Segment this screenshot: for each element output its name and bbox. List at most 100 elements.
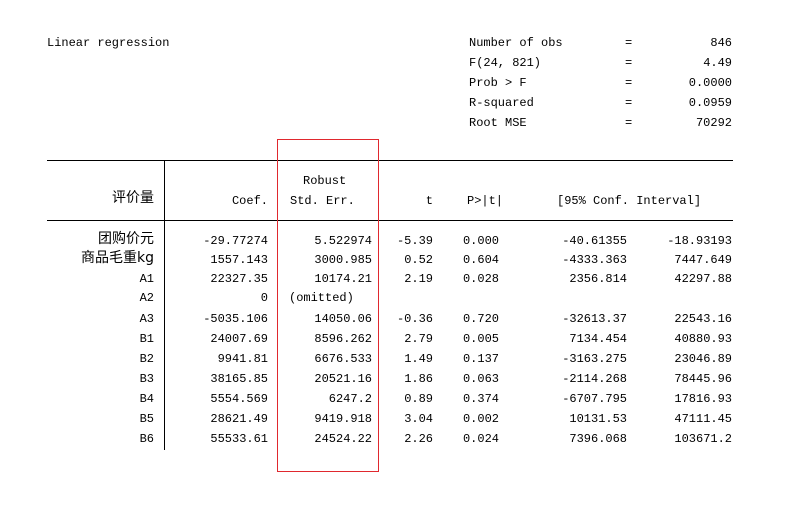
row-ci-low: -40.61355 xyxy=(562,234,627,248)
header-robust: Robust xyxy=(303,174,347,188)
row-coef: 38165.85 xyxy=(210,372,268,386)
regression-title: Linear regression xyxy=(47,36,170,50)
row-p: 0.002 xyxy=(462,412,499,426)
header-p: P>|t| xyxy=(467,194,504,208)
row-ci-high: 103671.2 xyxy=(674,432,732,446)
row-t: 0.89 xyxy=(404,392,433,406)
row-t: -5.39 xyxy=(396,234,433,248)
row-ci-low: 7134.454 xyxy=(569,332,627,346)
summary-label: Number of obs xyxy=(469,36,563,50)
row-stderr: 5.522974 xyxy=(314,234,372,248)
summary-value: 70292 xyxy=(695,116,732,130)
row-ci-low: -4333.363 xyxy=(562,253,627,267)
row-variable: B2 xyxy=(139,352,154,366)
summary-value: 846 xyxy=(710,36,732,50)
summary-label: F(24, 821) xyxy=(469,56,542,70)
row-variable: 商品毛重kg xyxy=(81,250,154,266)
row-t: 0.52 xyxy=(404,253,433,267)
summary-eq: = xyxy=(625,56,633,70)
row-variable: B5 xyxy=(139,412,154,426)
row-stderr: 6247.2 xyxy=(328,392,372,406)
row-t: 1.49 xyxy=(404,352,433,366)
row-p: 0.000 xyxy=(462,234,499,248)
row-ci-high: 40880.93 xyxy=(674,332,732,346)
row-ci-low: -32613.37 xyxy=(562,312,627,326)
row-ci-high: 78445.96 xyxy=(674,372,732,386)
summary-value: 0.0959 xyxy=(688,96,732,110)
row-variable: B6 xyxy=(139,432,154,446)
row-p: 0.374 xyxy=(462,392,499,406)
row-stderr: 20521.16 xyxy=(314,372,372,386)
row-coef: 0 xyxy=(260,291,268,305)
header-conf-interval: [95% Conf. Interval] xyxy=(557,194,702,208)
row-p: 0.604 xyxy=(462,253,499,267)
row-coef: 5554.569 xyxy=(210,392,268,406)
row-ci-low: -3163.275 xyxy=(562,352,627,366)
row-ci-high: 22543.16 xyxy=(674,312,732,326)
header-t: t xyxy=(425,194,433,208)
row-stderr: 24524.22 xyxy=(314,432,372,446)
row-coef: 22327.35 xyxy=(210,272,268,286)
summary-eq: = xyxy=(625,76,633,90)
row-coef: 28621.49 xyxy=(210,412,268,426)
row-t: 2.79 xyxy=(404,332,433,346)
row-t: 1.86 xyxy=(404,372,433,386)
row-stderr: 9419.918 xyxy=(314,412,372,426)
row-p: 0.137 xyxy=(462,352,499,366)
stderr-highlight-box xyxy=(277,139,379,472)
row-variable: B4 xyxy=(139,392,154,406)
row-ci-high: 17816.93 xyxy=(674,392,732,406)
row-t: -0.36 xyxy=(396,312,433,326)
row-coef: -5035.106 xyxy=(203,312,268,326)
row-stderr: 10174.21 xyxy=(314,272,372,286)
row-p: 0.720 xyxy=(462,312,499,326)
summary-value: 0.0000 xyxy=(688,76,732,90)
row-p: 0.063 xyxy=(462,372,499,386)
row-t: 2.19 xyxy=(404,272,433,286)
table-vertical-rule xyxy=(164,160,165,450)
row-ci-high: 47111.45 xyxy=(674,412,732,426)
row-variable: B3 xyxy=(139,372,154,386)
row-coef: 9941.81 xyxy=(217,352,268,366)
summary-eq: = xyxy=(625,96,633,110)
summary-label: Prob > F xyxy=(469,76,527,90)
row-ci-low: -6707.795 xyxy=(562,392,627,406)
summary-label: Root MSE xyxy=(469,116,527,130)
row-ci-low: 10131.53 xyxy=(569,412,627,426)
row-ci-low: 2356.814 xyxy=(569,272,627,286)
summary-eq: = xyxy=(625,36,633,50)
row-ci-high: 42297.88 xyxy=(674,272,732,286)
row-coef: 55533.61 xyxy=(210,432,268,446)
header-depvar: 评价量 xyxy=(112,190,154,206)
row-p: 0.024 xyxy=(462,432,499,446)
row-p: 0.005 xyxy=(462,332,499,346)
header-coef: Coef. xyxy=(231,194,268,208)
row-t: 3.04 xyxy=(404,412,433,426)
row-coef: 1557.143 xyxy=(210,253,268,267)
header-stderr: Std. Err. xyxy=(290,194,355,208)
row-variable: 团购价元 xyxy=(98,231,154,247)
row-variable: B1 xyxy=(139,332,154,346)
row-stderr: 3000.985 xyxy=(314,253,372,267)
row-coef: 24007.69 xyxy=(210,332,268,346)
row-ci-high: 7447.649 xyxy=(674,253,732,267)
row-ci-low: 7396.068 xyxy=(569,432,627,446)
table-header-rule xyxy=(47,220,733,221)
summary-eq: = xyxy=(625,116,633,130)
summary-label: R-squared xyxy=(469,96,534,110)
row-variable: A2 xyxy=(139,291,154,305)
row-variable: A3 xyxy=(139,312,154,326)
row-ci-high: -18.93193 xyxy=(667,234,732,248)
row-coef: -29.77274 xyxy=(203,234,268,248)
row-stderr: (omitted) xyxy=(289,291,354,305)
table-top-rule xyxy=(47,160,733,161)
row-ci-high: 23046.89 xyxy=(674,352,732,366)
row-p: 0.028 xyxy=(462,272,499,286)
row-t: 2.26 xyxy=(404,432,433,446)
row-variable: A1 xyxy=(139,272,154,286)
row-stderr: 6676.533 xyxy=(314,352,372,366)
row-stderr: 8596.262 xyxy=(314,332,372,346)
summary-value: 4.49 xyxy=(703,56,732,70)
row-ci-low: -2114.268 xyxy=(562,372,627,386)
row-stderr: 14050.06 xyxy=(314,312,372,326)
